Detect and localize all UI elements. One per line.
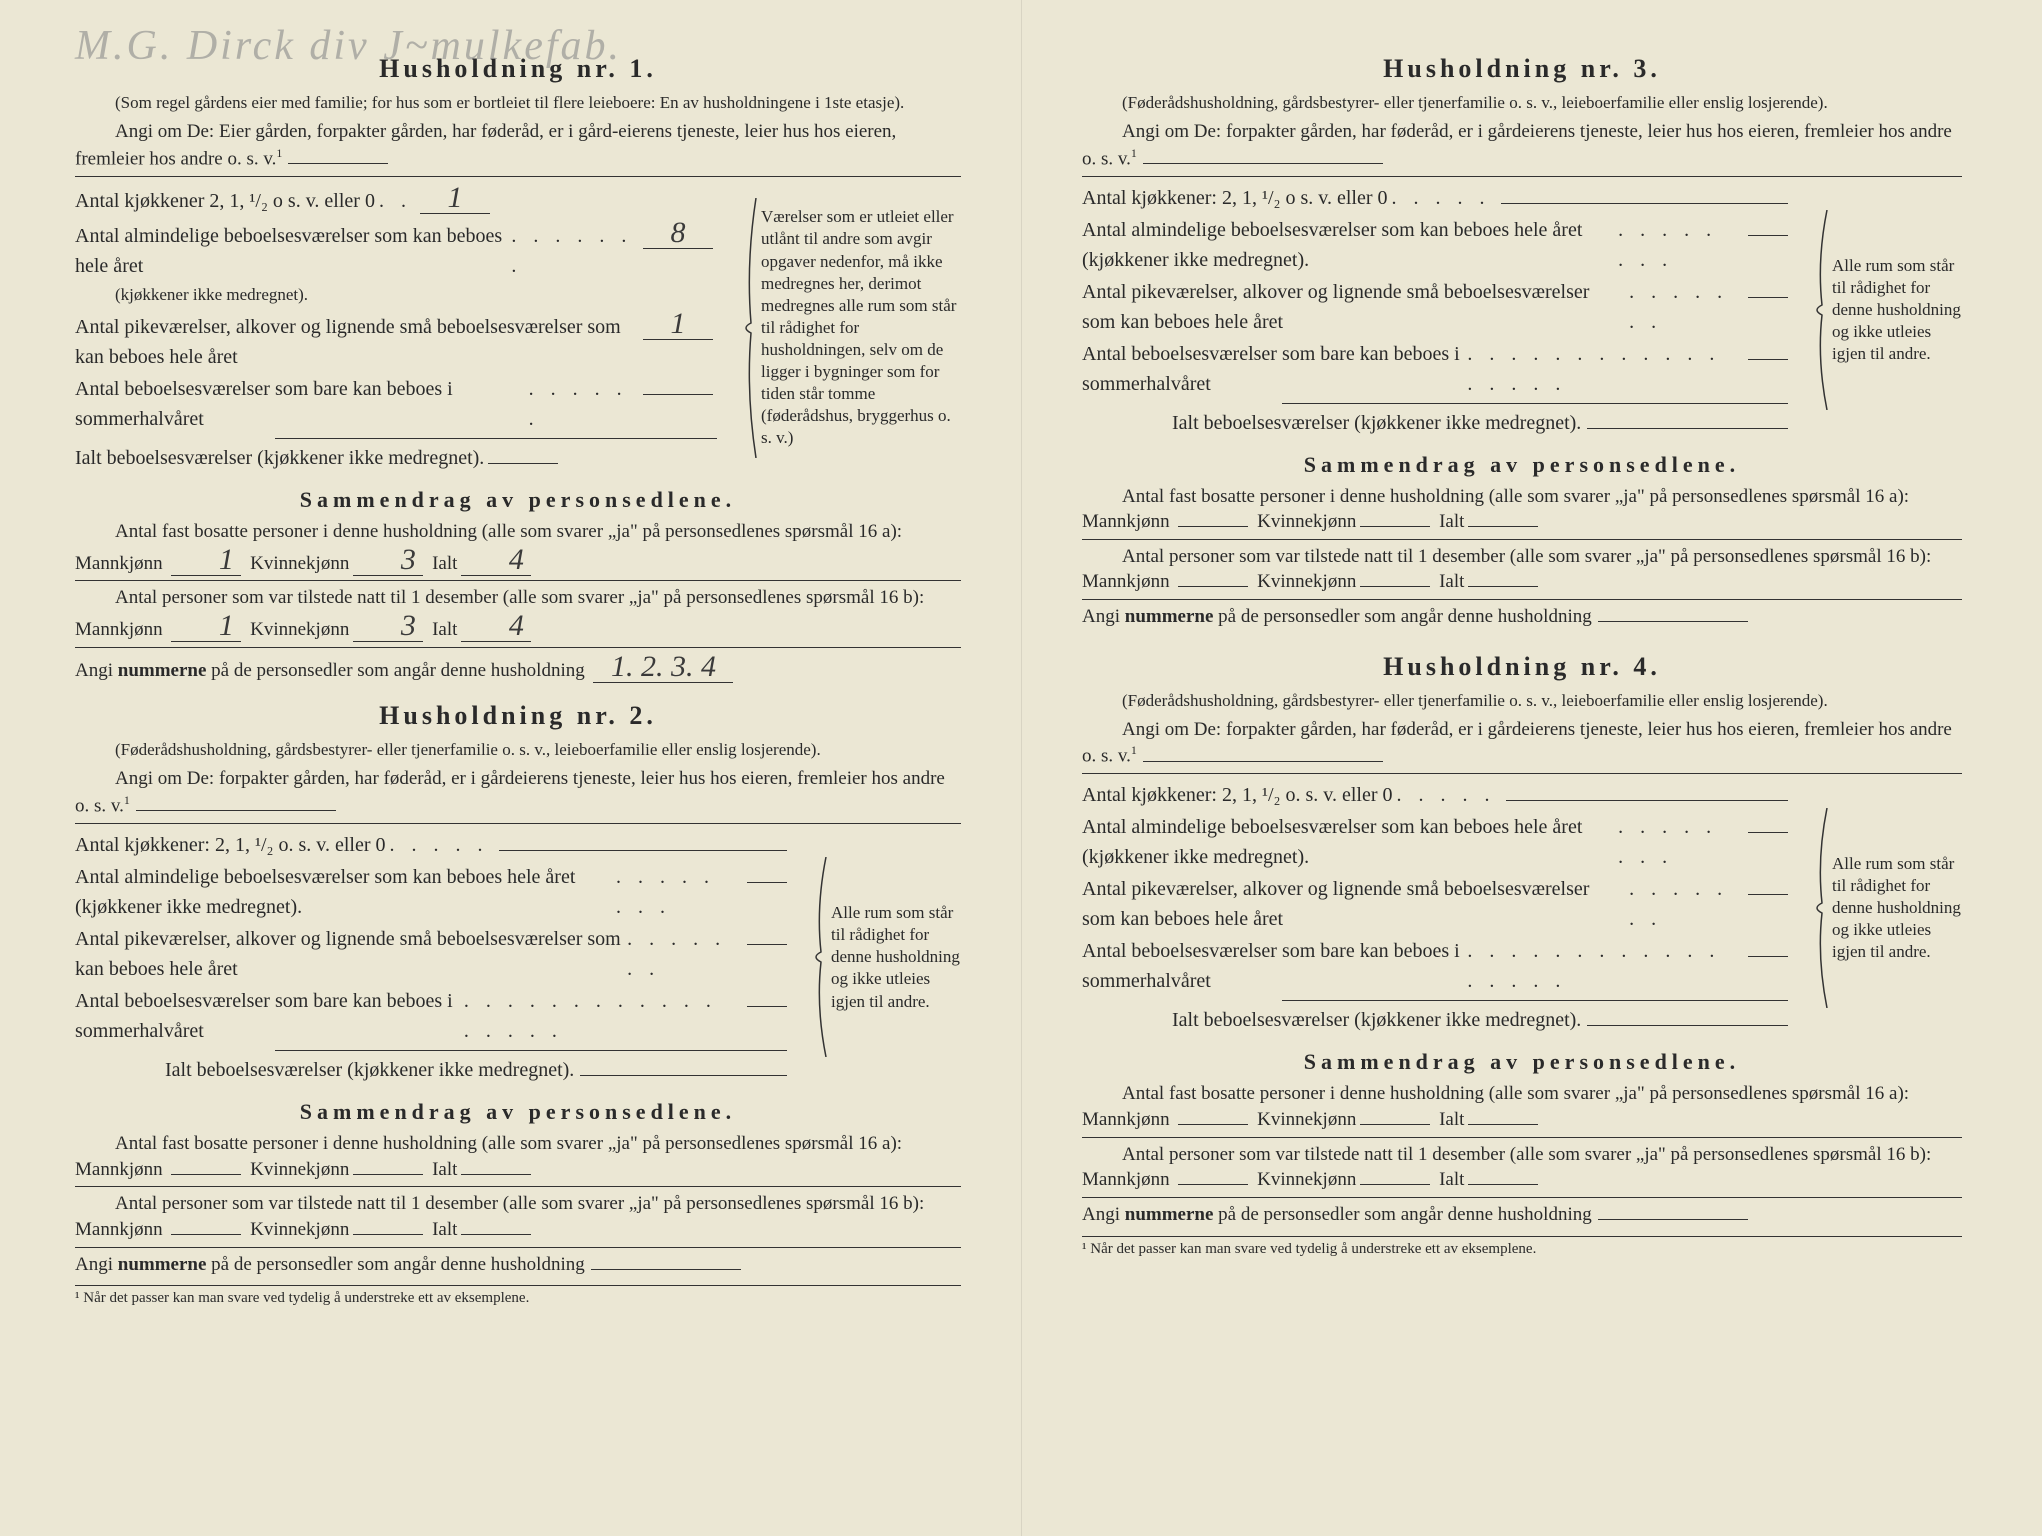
household3-angi: Angi om De: forpakter gården, har føderå… <box>1082 119 1962 172</box>
rooms-alcove-label: Antal pikeværelser, alkover og lignende … <box>75 312 639 372</box>
left-page: M.G. Dirck div J~mulkefab. Husholdning n… <box>0 0 1021 1536</box>
household4-angi: Angi om De: forpakter gården, har føderå… <box>1082 717 1962 770</box>
rooms-summer-value <box>643 394 713 395</box>
footnote-left: ¹ Når det passer kan man svare ved tydel… <box>75 1285 961 1307</box>
household1-summary-title: Sammendrag av personsedlene. <box>75 487 961 513</box>
household3-summary-title: Sammendrag av personsedlene. <box>1082 452 1962 478</box>
household4-rooms-block: Antal kjøkkener: 2, 1, ¹/₂ o. s. v. elle… <box>1082 778 1962 1037</box>
household3-summary-a: Antal fast bosatte personer i denne hush… <box>1082 484 1962 535</box>
handwritten-annotation: M.G. Dirck div J~mulkefab. <box>75 22 622 70</box>
household4-side-note: Alle rum som står til rådighet for denne… <box>1832 853 1962 963</box>
household4-summary-a: Antal fast bosatte personer i denne hush… <box>1082 1081 1962 1132</box>
household2-summary-b: Antal personer som var tilstede natt til… <box>75 1191 961 1242</box>
household3-side-note: Alle rum som står til rådighet for denne… <box>1832 255 1962 365</box>
household2-intro: (Føderådshusholdning, gårdsbestyrer- ell… <box>75 739 961 762</box>
right-page: Husholdning nr. 3. (Føderådshusholdning,… <box>1021 0 2042 1536</box>
rooms-summer-label: Antal beboelsesværelser som bare kan beb… <box>75 374 525 434</box>
household2-side-note: Alle rum som står til rådighet for denne… <box>831 902 961 1012</box>
page-container: M.G. Dirck div J~mulkefab. Husholdning n… <box>0 0 2042 1536</box>
brace-icon <box>1812 210 1832 410</box>
household2-angi: Angi om De: forpakter gården, har føderå… <box>75 766 961 819</box>
household3-rooms-block: Antal kjøkkener: 2, 1, ¹/₂ o s. v. eller… <box>1082 181 1962 440</box>
household1-side-note: Værelser som er utleiet eller utlånt til… <box>761 206 961 449</box>
household3-summary-b: Antal personer som var tilstede natt til… <box>1082 544 1962 595</box>
brace-icon <box>1812 808 1832 1008</box>
household4-angi-nummer: Angi nummerne på de personsedler som ang… <box>1082 1202 1962 1228</box>
household1-side-note-wrap: Værelser som er utleiet eller utlånt til… <box>729 181 961 476</box>
rooms-year-value: 8 <box>643 218 713 249</box>
brace-icon <box>741 198 761 458</box>
footnote-right: ¹ Når det passer kan man svare ved tydel… <box>1082 1236 1962 1258</box>
rooms-total-value <box>488 463 558 464</box>
household1-intro: (Som regel gårdens eier med familie; for… <box>75 92 961 115</box>
household1-angi-nummer: Angi nummerne på de personsedler som ang… <box>75 652 961 684</box>
rooms-year-note: (kjøkkener ikke medregnet). <box>115 283 717 308</box>
household4-summary-title: Sammendrag av personsedlene. <box>1082 1049 1962 1075</box>
household2-rooms-block: Antal kjøkkener: 2, 1, ¹/₂ o. s. v. elle… <box>75 828 961 1087</box>
rooms-total-label: Ialt beboelsesværelser (kjøkkener ikke m… <box>75 443 484 473</box>
household4-title: Husholdning nr. 4. <box>1082 652 1962 682</box>
household2-title: Husholdning nr. 2. <box>75 701 961 731</box>
household1-angi: Angi om De: Eier gården, forpakter gårde… <box>75 119 961 172</box>
brace-icon <box>811 857 831 1057</box>
household1-summary-a: Antal fast bosatte personer i denne hush… <box>75 519 961 576</box>
rooms-alcove-value: 1 <box>643 309 713 340</box>
rooms-year-label: Antal almindelige beboelsesværelser som … <box>75 221 507 281</box>
kitchen-value: 1 <box>420 183 490 214</box>
household1-summary-b: Antal personer som var tilstede natt til… <box>75 585 961 642</box>
household2-summary-title: Sammendrag av personsedlene. <box>75 1099 961 1125</box>
kitchen-label: Antal kjøkkener 2, 1, ¹/₂ o s. v. eller … <box>75 186 375 216</box>
household3-intro: (Føderådshusholdning, gårdsbestyrer- ell… <box>1082 92 1962 115</box>
household3-angi-nummer: Angi nummerne på de personsedler som ang… <box>1082 604 1962 630</box>
household1-rooms-block: Antal kjøkkener 2, 1, ¹/₂ o s. v. eller … <box>75 181 961 476</box>
household2-angi-nummer: Angi nummerne på de personsedler som ang… <box>75 1252 961 1278</box>
household4-intro: (Føderådshusholdning, gårdsbestyrer- ell… <box>1082 690 1962 713</box>
household4-summary-b: Antal personer som var tilstede natt til… <box>1082 1142 1962 1193</box>
household3-title: Husholdning nr. 3. <box>1082 54 1962 84</box>
household2-summary-a: Antal fast bosatte personer i denne hush… <box>75 1131 961 1182</box>
